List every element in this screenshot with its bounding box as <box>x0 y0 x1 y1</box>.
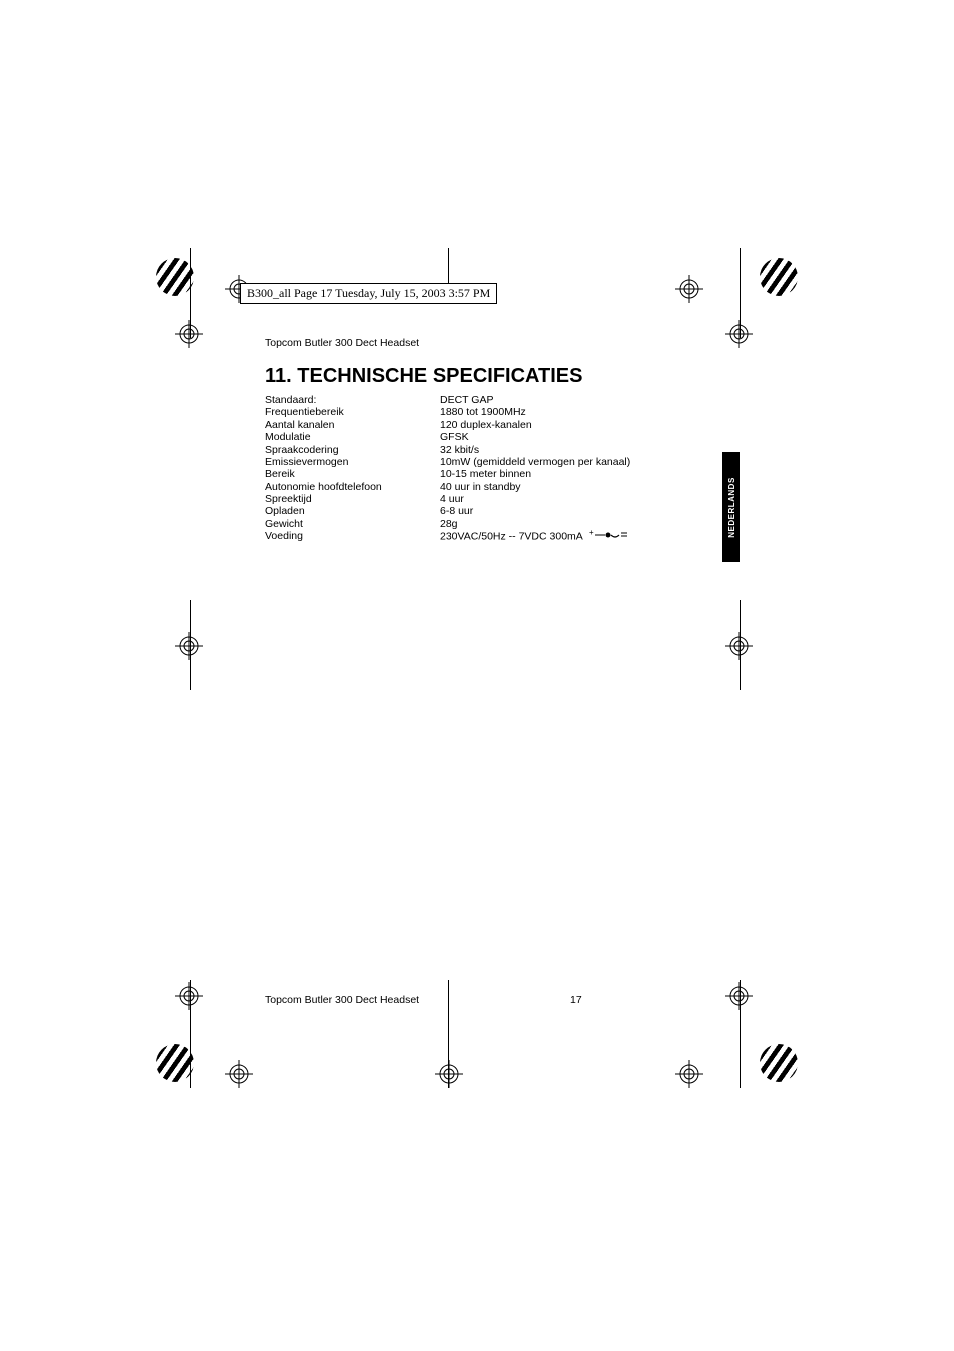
spec-label: Emissievermogen <box>265 456 440 468</box>
table-row: Autonomie hoofdtelefoon40 uur in standby <box>265 481 630 493</box>
spec-value: DECT GAP <box>440 394 493 406</box>
table-row: Emissievermogen10mW (gemiddeld vermogen … <box>265 456 630 468</box>
table-row: Spraakcodering32 kbit/s <box>265 444 630 456</box>
spec-label: Frequentiebereik <box>265 406 440 418</box>
spec-label: Standaard: <box>265 394 440 406</box>
registration-mark-icon <box>725 632 753 660</box>
color-bar-tl <box>156 258 194 296</box>
section-title: 11. TECHNISCHE SPECIFICATIES <box>265 365 582 388</box>
registration-mark-icon <box>225 1060 253 1088</box>
table-row: Frequentiebereik1880 tot 1900MHz <box>265 406 630 418</box>
footer-title: Topcom Butler 300 Dect Headset <box>265 994 419 1006</box>
spec-value: 10mW (gemiddeld vermogen per kanaal) <box>440 456 630 468</box>
language-tab-label: NEDERLANDS <box>727 477 736 538</box>
page-number: 17 <box>570 994 582 1006</box>
spec-label: Bereik <box>265 468 440 480</box>
spec-value: 28g <box>440 518 458 530</box>
registration-mark-icon <box>435 1060 463 1088</box>
table-row: Opladen6-8 uur <box>265 505 630 517</box>
table-row: Gewicht28g <box>265 518 630 530</box>
spec-label: Aantal kanalen <box>265 419 440 431</box>
spec-label: Modulatie <box>265 431 440 443</box>
spec-value: 40 uur in standby <box>440 481 521 493</box>
table-row: Standaard:DECT GAP <box>265 394 630 406</box>
registration-mark-icon <box>675 275 703 303</box>
table-row: Spreektijd4 uur <box>265 493 630 505</box>
running-head: Topcom Butler 300 Dect Headset <box>265 337 419 349</box>
svg-text:+: + <box>589 530 594 537</box>
spec-label: Autonomie hoofdtelefoon <box>265 481 440 493</box>
table-row: Aantal kanalen120 duplex-kanalen <box>265 419 630 431</box>
color-bar-br <box>760 1044 798 1082</box>
color-bar-tr <box>760 258 798 296</box>
registration-mark-icon <box>725 982 753 1010</box>
table-row: ModulatieGFSK <box>265 431 630 443</box>
spec-label: Voeding <box>265 530 440 543</box>
spec-value: 6-8 uur <box>440 505 473 517</box>
registration-mark-icon <box>175 632 203 660</box>
spec-value: 230VAC/50Hz -- 7VDC 300mA + <box>440 530 627 543</box>
spec-label: Spraakcodering <box>265 444 440 456</box>
dc-polarity-icon: + <box>589 530 627 543</box>
spec-table: Standaard:DECT GAP Frequentiebereik1880 … <box>265 394 630 544</box>
spec-value: 1880 tot 1900MHz <box>440 406 526 418</box>
spec-label: Opladen <box>265 505 440 517</box>
spec-label: Spreektijd <box>265 493 440 505</box>
spec-value: 120 duplex-kanalen <box>440 419 532 431</box>
table-row: Bereik10-15 meter binnen <box>265 468 630 480</box>
spec-value: 4 uur <box>440 493 464 505</box>
spec-value: 10-15 meter binnen <box>440 468 531 480</box>
registration-mark-icon <box>175 320 203 348</box>
print-header-box: B300_all Page 17 Tuesday, July 15, 2003 … <box>240 283 497 304</box>
spec-value: 32 kbit/s <box>440 444 479 456</box>
spec-label: Gewicht <box>265 518 440 530</box>
table-row: Voeding 230VAC/50Hz -- 7VDC 300mA + <box>265 530 630 543</box>
spec-value: GFSK <box>440 431 469 443</box>
registration-mark-icon <box>725 320 753 348</box>
language-tab: NEDERLANDS <box>722 452 740 562</box>
registration-mark-icon <box>675 1060 703 1088</box>
print-header-text: B300_all Page 17 Tuesday, July 15, 2003 … <box>247 286 490 300</box>
color-bar-bl <box>156 1044 194 1082</box>
registration-mark-icon <box>175 982 203 1010</box>
